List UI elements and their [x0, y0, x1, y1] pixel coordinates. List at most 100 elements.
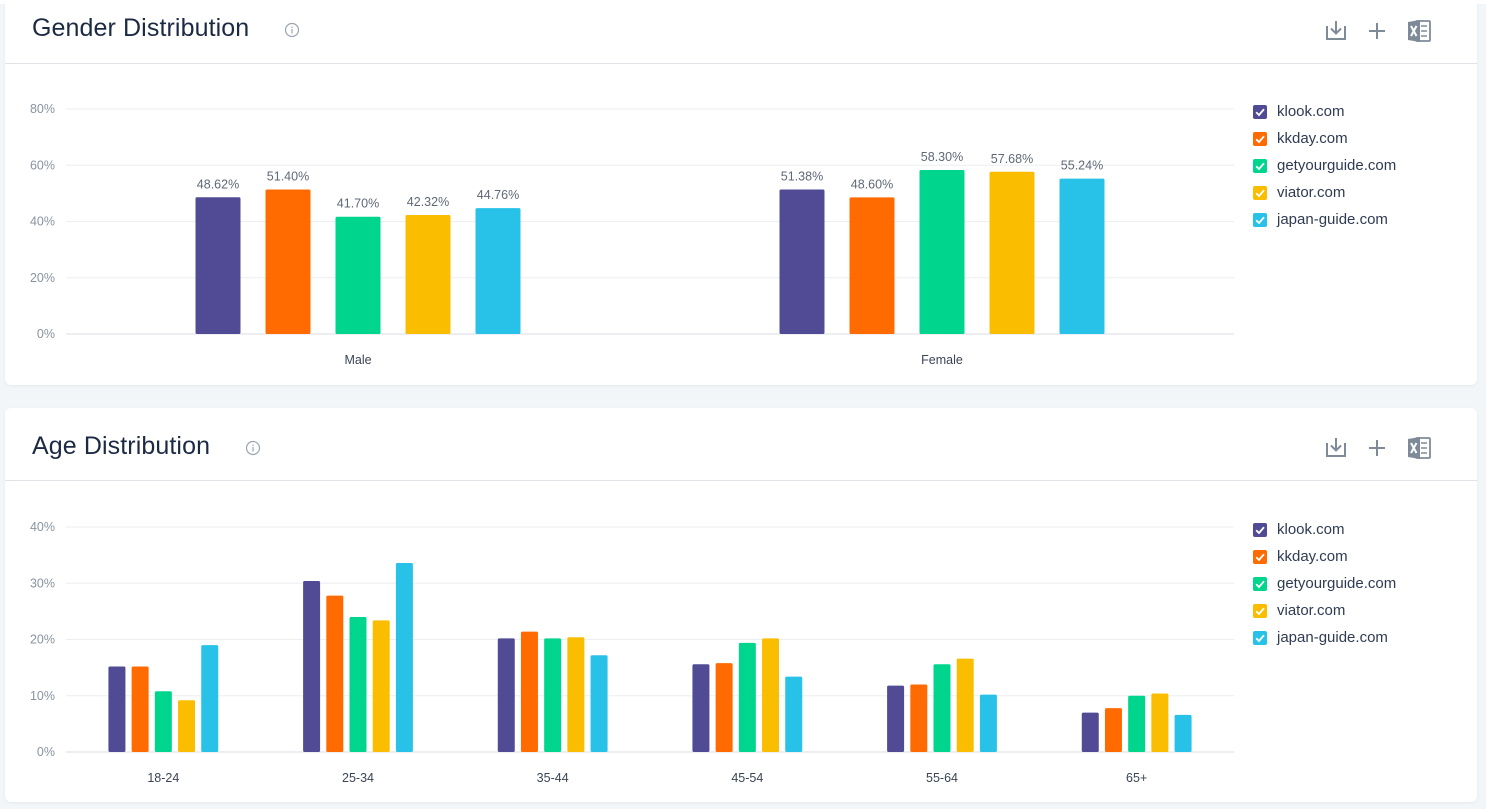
age-distribution-card: Age Distribution 0% 10% 20% 30% 40% 18-24 25-3…	[5, 408, 1477, 802]
bar-kkday-com	[1104, 708, 1122, 752]
bar-klook-com	[779, 189, 825, 334]
bar-getyourguide-com	[1128, 695, 1146, 752]
x-category-label: 35-44	[537, 771, 569, 785]
download-icon[interactable]	[1322, 17, 1350, 45]
data-label: 58.30%	[921, 150, 963, 164]
data-label: 48.60%	[851, 177, 893, 191]
data-label: 55.24%	[1061, 159, 1103, 173]
legend-label: kkday.com	[1277, 548, 1348, 565]
bar-japan-guide-com	[475, 208, 521, 334]
download-icon[interactable]	[1322, 434, 1350, 462]
bar-kkday-com	[715, 663, 733, 752]
x-category-label: 18-24	[147, 771, 179, 785]
bar-japan-guide-com	[201, 645, 219, 752]
card-title: Age Distribution	[32, 432, 211, 460]
bar-viator-com	[372, 620, 390, 752]
checkmark-icon	[1255, 162, 1265, 171]
legend-checkbox[interactable]	[1253, 159, 1267, 173]
bar-getyourguide-com	[919, 170, 965, 334]
excel-icon[interactable]	[1405, 434, 1433, 462]
checkmark-icon	[1255, 580, 1265, 589]
bar-viator-com	[405, 214, 451, 334]
legend-checkbox[interactable]	[1253, 550, 1267, 564]
legend-checkbox[interactable]	[1253, 213, 1267, 227]
card-header: Age Distribution	[5, 408, 1477, 481]
bar-getyourguide-com	[335, 216, 381, 334]
bar-japan-guide-com	[785, 676, 803, 752]
bar-kkday-com	[131, 666, 149, 752]
x-category-label: 55-64	[926, 771, 958, 785]
legend-checkbox[interactable]	[1253, 105, 1267, 119]
bar-getyourguide-com	[933, 664, 951, 752]
legend-checkbox[interactable]	[1253, 631, 1267, 645]
checkmark-icon	[1255, 526, 1265, 535]
legend-label: klook.com	[1277, 521, 1345, 538]
checkmark-icon	[1255, 607, 1265, 616]
checkmark-icon	[1255, 108, 1265, 117]
card-title: Gender Distribution	[32, 14, 250, 42]
bar-viator-com	[178, 700, 196, 752]
x-category-label: 65+	[1126, 771, 1147, 785]
info-icon[interactable]	[284, 22, 300, 38]
data-label: 51.40%	[267, 169, 309, 183]
checkmark-icon	[1255, 216, 1265, 225]
y-tick-label: 30%	[30, 576, 55, 590]
bar-viator-com	[762, 638, 780, 752]
bar-japan-guide-com	[1174, 714, 1192, 752]
bar-kkday-com	[265, 189, 311, 334]
data-label: 51.38%	[781, 169, 823, 183]
legend-checkbox[interactable]	[1253, 523, 1267, 537]
legend-label: getyourguide.com	[1277, 575, 1397, 592]
bar-getyourguide-com	[154, 691, 172, 752]
card-actions	[1322, 17, 1446, 45]
legend-label: viator.com	[1277, 602, 1346, 619]
bar-getyourguide-com	[738, 642, 756, 752]
bar-kkday-com	[849, 197, 895, 334]
age-bar-chart: 0% 10% 20% 30% 40% 18-24 25-34 35-44 45-54 55-64 6…	[30, 520, 1234, 785]
x-category-label: Female	[921, 353, 963, 367]
checkmark-icon	[1255, 634, 1265, 643]
plus-icon[interactable]	[1363, 17, 1391, 45]
legend-label: japan-guide.com	[1277, 629, 1388, 646]
info-icon[interactable]	[245, 440, 261, 456]
bar-getyourguide-com	[544, 638, 562, 752]
y-tick-label: 40%	[30, 520, 55, 534]
x-category-label: 45-54	[731, 771, 763, 785]
data-label: 44.76%	[477, 188, 519, 202]
y-tick-label: 40%	[30, 215, 55, 229]
checkmark-icon	[1255, 189, 1265, 198]
x-category-label: 25-34	[342, 771, 374, 785]
gender-distribution-card: Gender Distribution 0% 20% 40% 60% 80% 48.62%…	[5, 0, 1477, 385]
y-tick-label: 80%	[30, 102, 55, 116]
plus-icon[interactable]	[1363, 434, 1391, 462]
bar-klook-com	[195, 197, 241, 334]
legend-checkbox[interactable]	[1253, 132, 1267, 146]
gender-bar-chart: 0% 20% 40% 60% 80% 48.62% 51.40% 41.70% 42.32% 44…	[30, 102, 1234, 367]
data-label: 48.62%	[197, 177, 239, 191]
bar-kkday-com	[520, 631, 538, 752]
card-actions	[1322, 434, 1446, 462]
y-tick-label: 10%	[30, 689, 55, 703]
legend-checkbox[interactable]	[1253, 186, 1267, 200]
bar-viator-com	[1151, 693, 1169, 752]
bar-kkday-com	[910, 684, 928, 752]
bar-japan-guide-com	[979, 694, 997, 752]
bar-viator-com	[956, 658, 974, 752]
excel-icon[interactable]	[1405, 17, 1433, 45]
legend-label: klook.com	[1277, 103, 1345, 120]
x-category-label: Male	[344, 353, 371, 367]
legend-checkbox[interactable]	[1253, 577, 1267, 591]
bar-klook-com	[887, 685, 905, 752]
y-tick-label: 0%	[37, 745, 55, 759]
bar-klook-com	[108, 666, 126, 752]
checkmark-icon	[1255, 553, 1265, 562]
y-tick-label: 0%	[37, 327, 55, 341]
y-tick-label: 60%	[30, 158, 55, 172]
legend-checkbox[interactable]	[1253, 604, 1267, 618]
data-label: 57.68%	[991, 152, 1033, 166]
bar-klook-com	[692, 664, 710, 752]
y-tick-label: 20%	[30, 271, 55, 285]
bar-klook-com	[1081, 712, 1099, 752]
bar-kkday-com	[326, 595, 344, 752]
bar-viator-com	[567, 637, 585, 752]
